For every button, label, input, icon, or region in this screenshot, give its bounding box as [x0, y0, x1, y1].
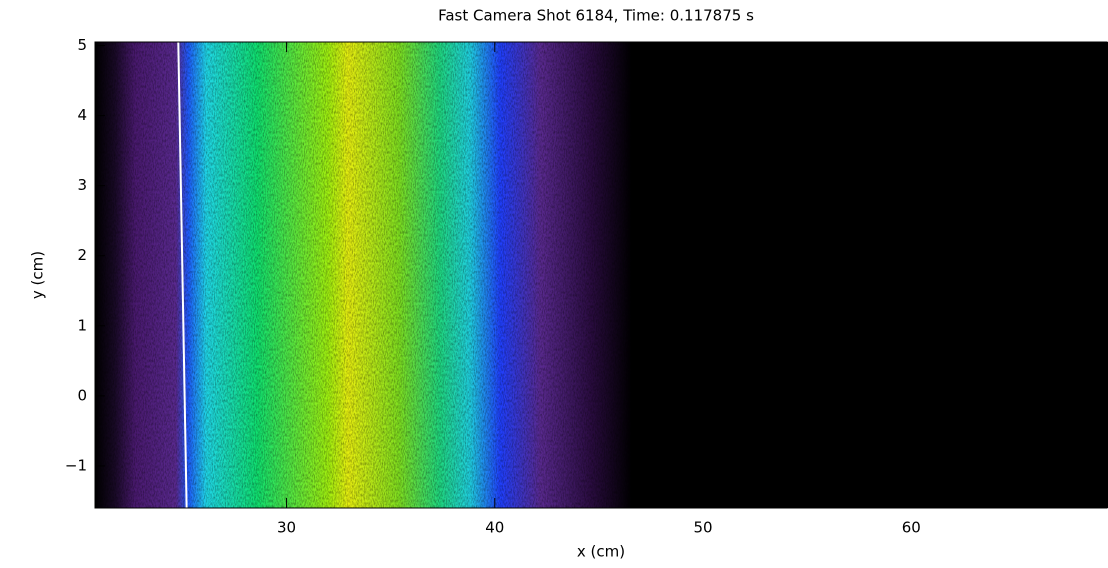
boundary-line: [177, 41, 188, 509]
x-axis-label: x (cm): [577, 543, 625, 561]
x-tick-label: 30: [277, 519, 296, 537]
x-tick-label: 40: [485, 519, 504, 537]
chart-title: Fast Camera Shot 6184, Time: 0.117875 s: [438, 7, 754, 25]
y-tick-label: 4: [77, 106, 87, 124]
x-tick-label: 60: [902, 519, 921, 537]
y-tick-label: −1: [65, 456, 87, 474]
y-tick-label: 5: [77, 36, 87, 54]
plot-area: [177, 41, 188, 509]
y-axis-label: y (cm): [29, 251, 47, 299]
y-tick-label: 0: [77, 386, 87, 404]
y-tick-label: 3: [77, 176, 87, 194]
y-tick-label: 2: [77, 246, 87, 264]
x-tick-label: 50: [693, 519, 712, 537]
y-tick-label: 1: [77, 316, 87, 334]
plot-frame: [94, 41, 1108, 509]
heatmap-image: [95, 42, 1108, 508]
